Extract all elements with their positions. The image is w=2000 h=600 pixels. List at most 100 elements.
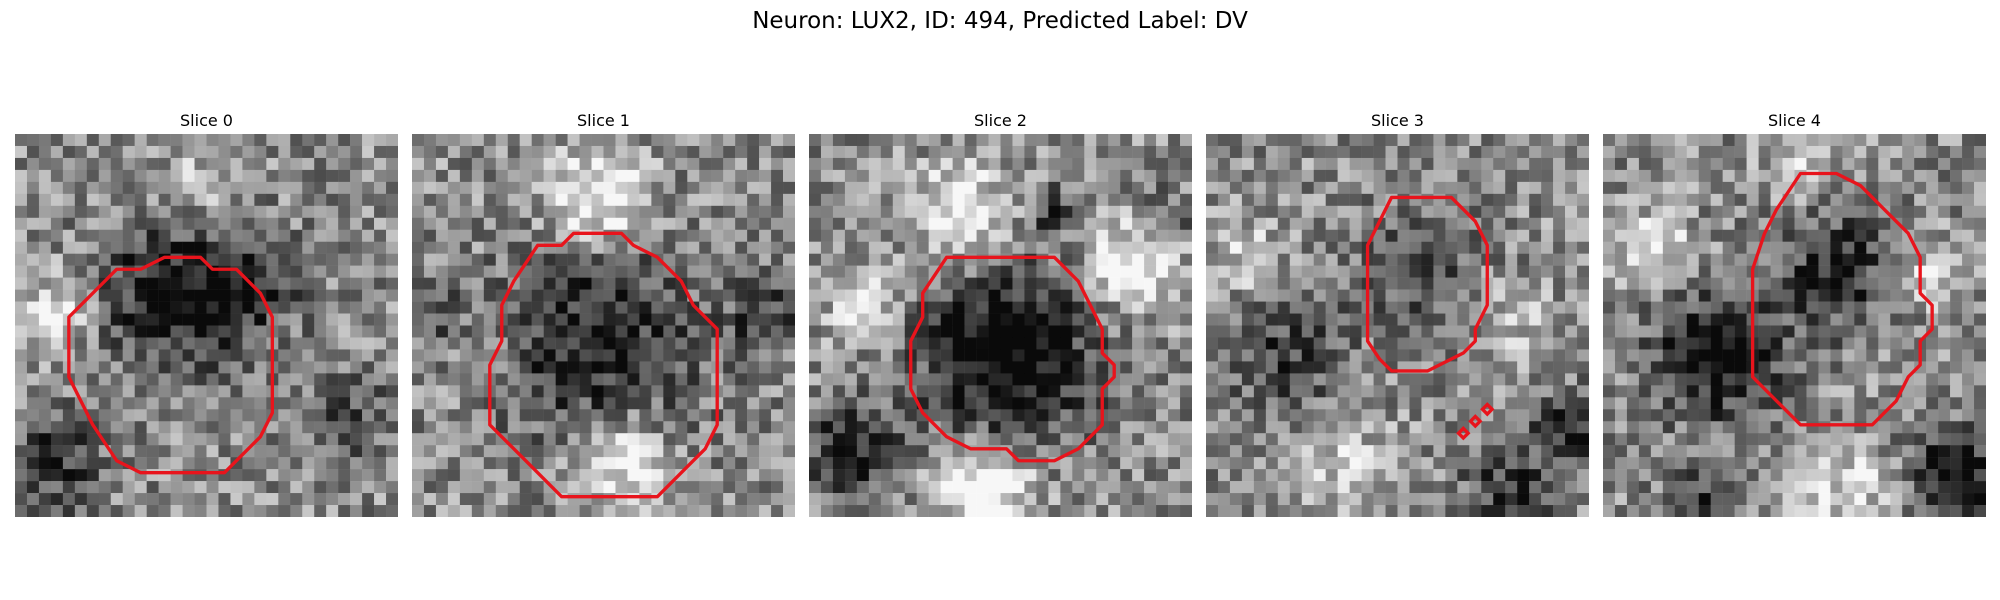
- pixel: [940, 313, 953, 326]
- pixel: [1565, 265, 1578, 278]
- pixel: [723, 265, 736, 278]
- pixel: [531, 421, 544, 434]
- pixel: [74, 205, 88, 219]
- pixel: [423, 301, 437, 314]
- pixel: [747, 433, 760, 446]
- pixel: [412, 157, 425, 171]
- pixel: [1373, 385, 1386, 398]
- pixel: [1229, 457, 1243, 470]
- grayscale-pixels: [1603, 134, 1986, 517]
- pixel: [1505, 397, 1518, 410]
- pixel: [723, 409, 736, 422]
- pixel: [1974, 169, 1986, 183]
- pixel: [218, 481, 231, 494]
- pixel: [639, 157, 652, 171]
- pixel: [1156, 241, 1169, 254]
- pixel: [832, 481, 846, 494]
- pixel: [1770, 169, 1783, 183]
- pixel: [435, 277, 449, 290]
- pixel: [122, 253, 135, 266]
- pixel: [687, 481, 700, 494]
- pixel: [639, 469, 652, 482]
- pixel: [940, 433, 953, 446]
- pixel: [820, 373, 834, 386]
- pixel: [1168, 337, 1181, 350]
- pixel: [1206, 157, 1219, 171]
- pixel: [1289, 134, 1302, 147]
- pixel: [892, 241, 905, 254]
- pixel: [783, 265, 795, 278]
- pixel: [711, 169, 724, 183]
- pixel: [1950, 217, 1963, 230]
- pixel: [1132, 325, 1145, 338]
- pixel: [1206, 493, 1219, 506]
- pixel: [820, 289, 834, 302]
- pixel: [146, 445, 159, 458]
- pixel: [1614, 421, 1628, 434]
- pixel: [158, 445, 171, 458]
- pixel: [1626, 253, 1640, 266]
- pixel: [567, 361, 580, 374]
- pixel: [1890, 445, 1903, 458]
- pixel: [1722, 373, 1735, 386]
- pixel: [374, 325, 387, 338]
- pixel: [1397, 337, 1410, 350]
- pixel: [122, 193, 135, 207]
- pixel: [699, 481, 712, 494]
- pixel: [362, 205, 375, 219]
- pixel: [1313, 421, 1326, 434]
- pixel: [1132, 409, 1145, 422]
- pixel: [110, 169, 123, 183]
- pixel: [110, 385, 123, 398]
- pixel: [182, 325, 195, 338]
- pixel: [302, 409, 315, 422]
- pixel: [675, 241, 688, 254]
- pixel: [1950, 169, 1963, 183]
- pixel: [1650, 289, 1664, 302]
- pixel: [1565, 481, 1578, 494]
- pixel: [1710, 289, 1723, 302]
- pixel: [86, 373, 100, 386]
- pixel: [809, 433, 822, 446]
- pixel: [1517, 445, 1530, 458]
- pixel: [964, 301, 977, 314]
- pixel: [230, 337, 243, 350]
- pixel: [290, 157, 303, 171]
- pixel: [1914, 301, 1927, 314]
- pixel: [507, 193, 520, 207]
- pixel: [1156, 145, 1169, 159]
- pixel: [832, 217, 846, 230]
- pixel: [1012, 421, 1025, 434]
- pixel: [579, 361, 592, 374]
- pixel: [809, 361, 822, 374]
- pixel: [639, 193, 652, 207]
- pixel: [338, 145, 351, 159]
- pixel: [1229, 134, 1243, 147]
- pixel: [1445, 409, 1458, 422]
- pixel: [1806, 349, 1819, 362]
- pixel: [110, 337, 123, 350]
- pixel: [1866, 349, 1879, 362]
- pixel: [1048, 229, 1061, 242]
- pixel: [1217, 145, 1231, 159]
- pixel: [1686, 145, 1699, 159]
- pixel: [1794, 361, 1807, 374]
- pixel: [1144, 145, 1157, 159]
- pixel: [1120, 289, 1133, 302]
- pixel: [1962, 134, 1975, 147]
- pixel: [1818, 445, 1831, 458]
- pixel: [988, 361, 1001, 374]
- pixel: [603, 505, 616, 517]
- pixel: [759, 469, 772, 482]
- pixel: [1000, 205, 1013, 219]
- pixel: [362, 409, 375, 422]
- pixel: [435, 181, 449, 195]
- pixel: [206, 409, 219, 422]
- pixel: [278, 361, 291, 374]
- pixel: [218, 397, 231, 410]
- pixel: [880, 193, 894, 207]
- pixel: [555, 469, 568, 482]
- pixel: [242, 457, 255, 470]
- pixel: [759, 349, 772, 362]
- pixel: [1553, 241, 1566, 254]
